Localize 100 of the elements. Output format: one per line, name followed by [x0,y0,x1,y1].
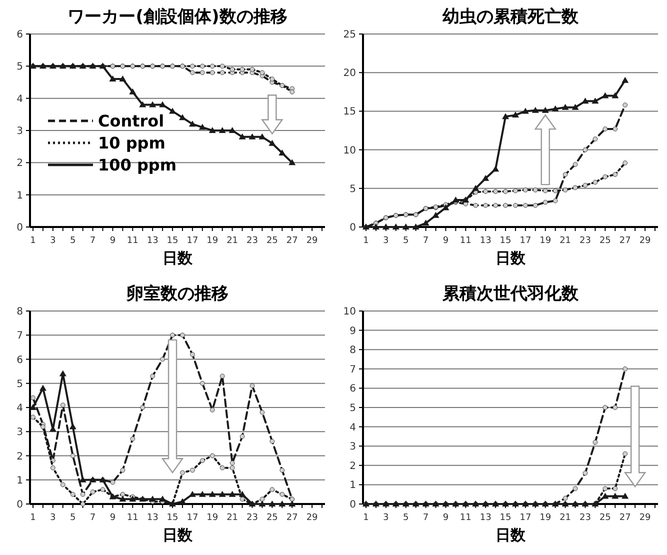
x-tick-label: 5 [402,513,409,523]
x-tick-label: 29 [306,236,318,246]
x-tick-label: 19 [206,236,218,246]
x-tick-label: 11 [126,513,138,523]
x-tick-label: 25 [266,513,278,523]
x-tick-label: 9 [110,236,116,246]
y-tick-label: 10 [343,306,356,318]
x-tick-label: 13 [480,513,492,523]
y-tick-label: 3 [16,427,23,438]
x-tick-label: 19 [540,513,552,523]
chart-title: 幼虫の累積死亡数 [442,7,580,27]
y-tick-label: 0 [16,222,23,234]
x-tick-label: 17 [186,236,198,246]
x-tick-label: 25 [599,513,611,523]
y-tick-label: 2 [16,451,23,462]
x-tick-label: 21 [226,236,238,246]
y-tick-label: 6 [16,354,23,366]
x-tick-label: 21 [226,513,238,523]
x-axis-title: 日数 [162,526,194,544]
y-tick-label: 7 [350,364,356,376]
x-axis-title: 日数 [496,526,526,544]
y-tick-label: 2 [350,460,356,472]
y-tick-label: 4 [16,94,23,105]
y-tick-label: 4 [350,422,356,434]
x-tick-label: 15 [166,236,178,246]
x-tick-label: 3 [50,236,56,246]
x-axis-title: 日数 [496,249,526,267]
y-tick-label: 8 [350,345,356,356]
x-tick-label: 15 [166,513,178,523]
chart-title: ワーカー(創設個体)数の推移 [68,7,288,27]
legend-label: 100 ppm [98,155,177,174]
y-tick-label: 3 [16,126,23,137]
x-tick-label: 17 [520,513,532,523]
x-tick-label: 27 [619,513,631,523]
y-tick-label: 8 [16,306,23,318]
y-tick-label: 15 [343,106,356,118]
x-tick-label: 23 [246,236,258,246]
x-tick-label: 1 [363,236,369,246]
y-tick-label: 5 [350,184,356,195]
x-tick-label: 13 [146,513,158,523]
y-tick-label: 0 [16,500,23,510]
y-tick-label: 5 [16,62,23,73]
y-tick-label: 2 [16,158,23,170]
x-tick-label: 1 [363,513,369,523]
x-tick-label: 3 [50,513,56,523]
x-tick-label: 17 [186,513,198,523]
x-tick-label: 11 [126,236,138,246]
x-tick-label: 15 [500,236,512,246]
x-tick-label: 1 [30,236,36,246]
y-tick-label: 25 [343,30,356,40]
x-tick-label: 21 [560,236,572,246]
x-tick-label: 27 [619,236,631,246]
y-tick-label: 3 [350,442,356,453]
x-tick-label: 29 [306,513,318,523]
y-tick-label: 20 [343,68,356,80]
y-tick-label: 1 [16,475,23,486]
y-tick-label: 9 [350,326,356,337]
y-tick-label: 7 [16,330,23,342]
legend-label: 10 ppm [98,133,166,152]
chart-title: 累積次世代羽化数 [442,284,580,304]
y-tick-label: 1 [16,190,23,202]
y-tick-label: 5 [16,378,23,390]
x-tick-label: 13 [146,236,158,246]
x-tick-label: 21 [560,513,572,523]
x-tick-label: 15 [500,513,512,523]
x-tick-label: 7 [422,513,429,523]
y-tick-label: 4 [16,403,23,414]
x-tick-label: 29 [639,236,652,246]
y-tick-label: 10 [343,145,356,156]
x-tick-label: 11 [460,513,472,523]
x-tick-label: 23 [580,236,591,246]
x-tick-label: 7 [90,236,96,246]
x-tick-label: 7 [90,513,96,523]
x-tick-label: 25 [266,236,278,246]
x-tick-label: 19 [540,236,552,246]
y-tick-label: 6 [16,30,23,40]
x-tick-label: 23 [246,513,258,523]
x-tick-label: 13 [480,236,492,246]
x-tick-label: 11 [460,236,472,246]
x-tick-label: 5 [70,513,76,523]
y-tick-label: 0 [350,222,356,234]
y-tick-label: 5 [350,403,356,414]
x-tick-label: 25 [599,236,611,246]
chart-title: 卵室数の推移 [126,284,228,304]
x-tick-label: 7 [422,236,429,246]
x-axis-title: 日数 [162,249,194,267]
legend-label: Control [98,111,164,130]
y-tick-label: 1 [350,480,356,492]
x-tick-label: 27 [286,236,298,246]
x-tick-label: 29 [639,513,652,523]
x-tick-label: 9 [110,513,116,523]
y-tick-label: 6 [350,384,356,395]
y-tick-label: 0 [350,500,356,510]
x-tick-label: 19 [206,513,218,523]
x-tick-label: 5 [70,236,76,246]
x-tick-label: 1 [30,513,36,523]
x-tick-label: 5 [402,236,409,246]
x-tick-label: 23 [580,513,591,523]
x-tick-label: 3 [383,513,389,523]
x-tick-label: 3 [383,236,389,246]
